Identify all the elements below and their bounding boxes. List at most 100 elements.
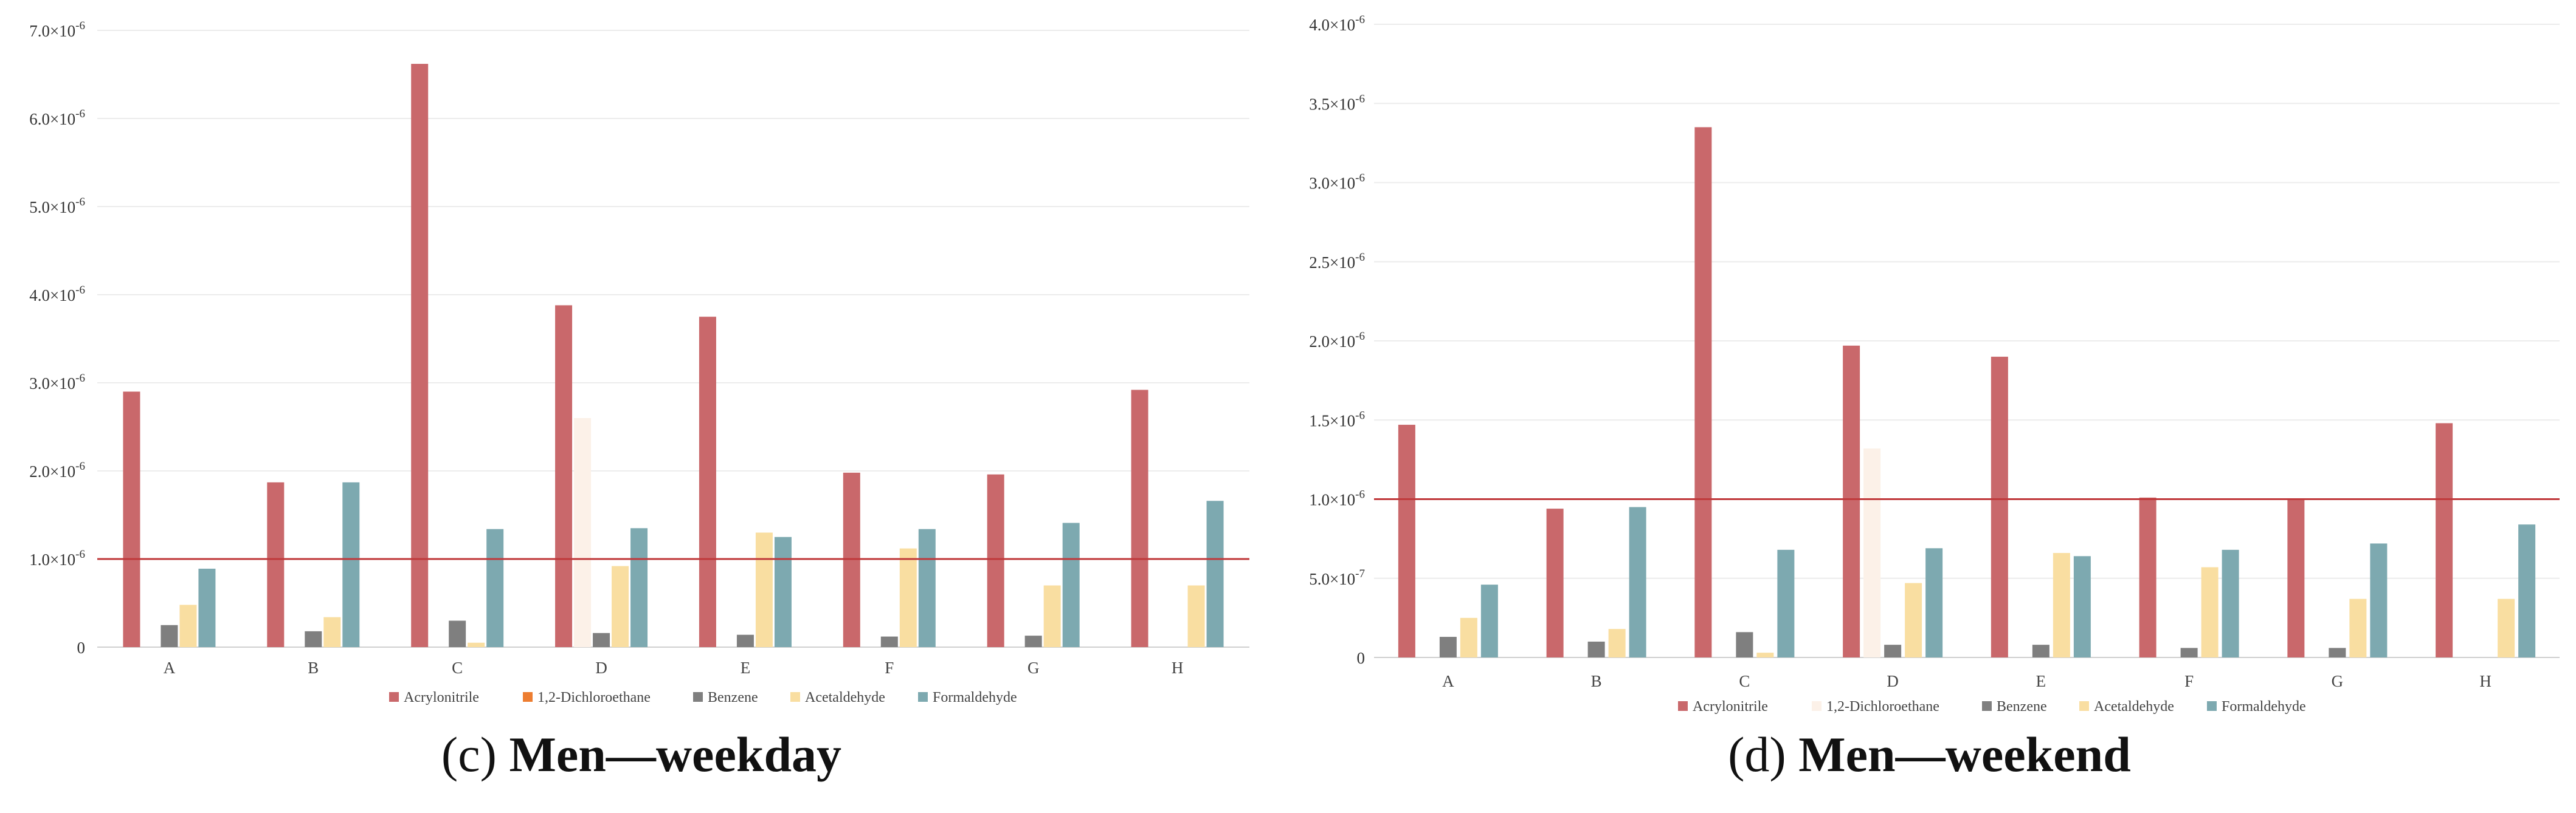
legend-marker: [918, 692, 928, 702]
legend-entry: Acrylonitrile: [404, 690, 479, 705]
bar: [2139, 497, 2156, 657]
bar: [880, 636, 898, 647]
bar: [1756, 653, 1774, 657]
bar: [1398, 425, 1415, 657]
caption-prefix: (c): [441, 727, 497, 782]
x-tick-label: B: [308, 659, 319, 677]
x-tick-label: C: [1739, 672, 1750, 690]
legend-marker: [523, 692, 533, 702]
caption-prefix: (d): [1728, 727, 1786, 782]
bar: [574, 418, 592, 647]
legend-entry: Benzene: [1997, 699, 2047, 715]
x-tick-label: C: [452, 659, 463, 677]
chart-panel-weekday: 0 1.0×10-6 2.0×10-6 3.0×10-6 4.0×10-6 5.0×10-…: [0, 0, 1283, 813]
y-tick-label: 3.0×10-6: [1309, 172, 1365, 193]
x-tick-label: F: [2184, 672, 2194, 690]
bar: [899, 548, 917, 647]
bar: [1206, 501, 1224, 647]
bar: [612, 566, 629, 647]
y-tick-label: 5.0×10-6: [29, 196, 85, 216]
bar: [2222, 549, 2239, 657]
bar: [411, 64, 429, 648]
legend-entry: Acetaldehyde: [805, 690, 885, 705]
weekend-chart-svg: 0 5.0×10-7 1.0×10-6 1.5×10-6 2.0×10-6 2.5×10-…: [1309, 13, 2560, 715]
bar: [2498, 599, 2515, 657]
x-tick-label: G: [1027, 659, 1040, 677]
bar: [305, 631, 322, 647]
bar: [2518, 524, 2536, 657]
weekday-chart-svg: 0 1.0×10-6 2.0×10-6 3.0×10-6 4.0×10-6 5.0×10-…: [29, 19, 1249, 705]
legend-marker: [693, 692, 703, 702]
chart-panel-weekend: 0 5.0×10-7 1.0×10-6 1.5×10-6 2.0×10-6 2.5×10-…: [1283, 0, 2576, 813]
bar: [593, 633, 610, 647]
bar: [1694, 127, 1712, 657]
x-tick-label: D: [1887, 672, 1899, 690]
legend-entry: Acetaldehyde: [2094, 699, 2174, 715]
bar: [2073, 556, 2091, 657]
bar: [1608, 629, 1626, 657]
bar: [1905, 583, 1922, 657]
bar: [1480, 585, 1498, 657]
bar: [1863, 448, 1881, 657]
y-tick-label: 3.0×10-6: [29, 372, 85, 393]
bar: [179, 605, 197, 647]
x-tick-label: A: [1442, 672, 1454, 690]
bar: [2032, 645, 2049, 657]
bar: [2370, 543, 2388, 657]
bar: [699, 317, 716, 647]
bar: [736, 634, 754, 647]
y-tick-label: 6.0×10-6: [29, 108, 85, 128]
y-tick-label: 7.0×10-6: [29, 19, 85, 40]
y-tick-label: 0: [77, 639, 86, 657]
weekend-caption: (d) Men—weekend: [1283, 726, 2576, 783]
y-tick-label: 4.0×10-6: [1309, 13, 1365, 34]
y-tick-label: 1.5×10-6: [1309, 409, 1365, 430]
bar: [2349, 599, 2367, 657]
x-tick-label: F: [885, 659, 894, 677]
y-tick-label: 1.0×10-6: [29, 548, 85, 569]
y-tick-label: 3.5×10-6: [1309, 92, 1365, 113]
y-tick-label: 4.0×10-6: [29, 284, 85, 304]
bar: [1629, 507, 1646, 657]
bar: [1062, 523, 1080, 647]
bar: [342, 482, 360, 647]
legend-marker: [2207, 701, 2217, 711]
bar: [774, 537, 792, 647]
x-tick-label: G: [2332, 672, 2344, 690]
bar: [1546, 509, 1564, 657]
bar: [1884, 645, 1902, 657]
bar: [630, 528, 648, 647]
legend-marker: [389, 692, 399, 702]
bar: [2329, 648, 2346, 657]
bar: [1843, 345, 1860, 657]
legend-entry: 1,2-Dichloroethane: [537, 690, 651, 705]
bar: [2180, 648, 2198, 657]
bar: [123, 391, 140, 647]
bar: [449, 620, 466, 647]
caption-title: Men—weekday: [509, 727, 842, 782]
bar: [1587, 641, 1605, 657]
y-tick-label: 2.0×10-6: [1309, 330, 1365, 351]
bar: [987, 474, 1004, 647]
x-tick-label: A: [164, 659, 176, 677]
x-tick-label: H: [1172, 659, 1184, 677]
x-tick-label: D: [595, 659, 607, 677]
bar: [1024, 636, 1042, 647]
bar: [267, 482, 285, 647]
y-tick-label: 2.5×10-6: [1309, 251, 1365, 272]
bar: [1777, 549, 1795, 657]
bar: [1736, 632, 1753, 657]
bar: [161, 625, 178, 647]
legend-entry: Acrylonitrile: [1693, 699, 1768, 715]
weekday-caption: (c) Men—weekday: [0, 726, 1283, 783]
bar: [918, 529, 936, 647]
y-tick-label: 0: [1357, 649, 1366, 667]
bar: [1439, 637, 1457, 657]
x-tick-label: E: [741, 659, 751, 677]
x-tick-label: E: [2036, 672, 2046, 690]
bar: [2201, 567, 2219, 657]
y-tick-label: 1.0×10-6: [1309, 489, 1365, 509]
legend-marker: [2079, 701, 2089, 711]
bar: [1925, 548, 1943, 657]
legend-entry: Formaldehyde: [933, 690, 1017, 705]
